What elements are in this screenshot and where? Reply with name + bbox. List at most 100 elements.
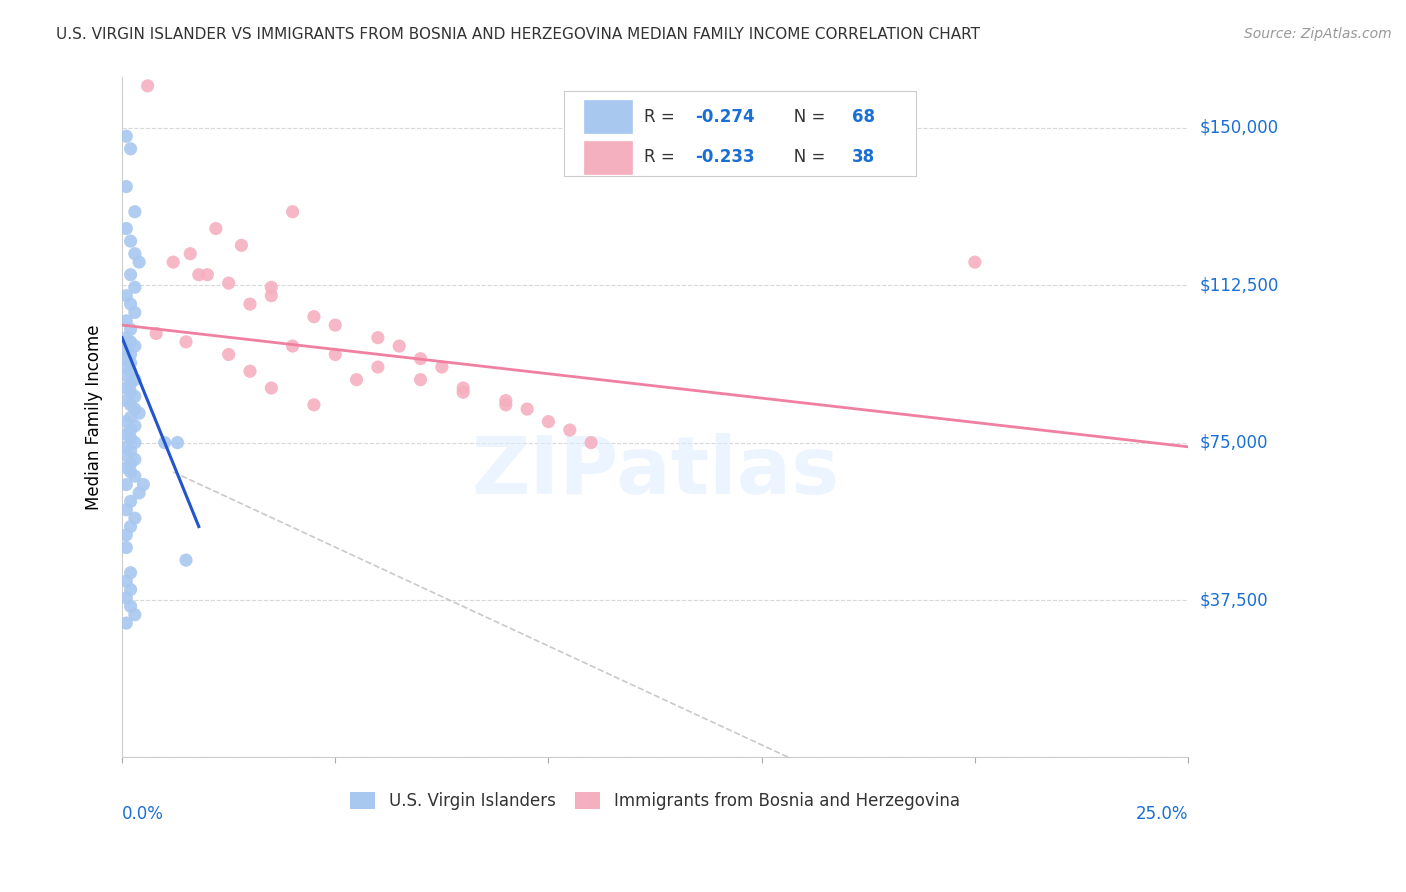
Point bbox=[115, 591, 138, 605]
Point bbox=[120, 444, 142, 458]
Point bbox=[115, 368, 138, 383]
Point bbox=[174, 553, 197, 567]
Point bbox=[124, 280, 146, 294]
Text: 68: 68 bbox=[852, 108, 876, 126]
Point bbox=[495, 398, 517, 412]
Point bbox=[120, 465, 142, 479]
Point bbox=[115, 351, 138, 366]
Point bbox=[153, 435, 176, 450]
Text: -0.233: -0.233 bbox=[696, 148, 755, 166]
Point bbox=[115, 129, 138, 144]
Point bbox=[120, 410, 142, 425]
Point bbox=[120, 398, 142, 412]
Point bbox=[537, 415, 560, 429]
Text: N =: N = bbox=[778, 148, 831, 166]
Point bbox=[120, 431, 142, 445]
Point bbox=[124, 339, 146, 353]
Point bbox=[120, 364, 142, 378]
Point bbox=[124, 389, 146, 403]
Legend: U.S. Virgin Islanders, Immigrants from Bosnia and Herzegovina: U.S. Virgin Islanders, Immigrants from B… bbox=[343, 786, 966, 817]
Point bbox=[120, 494, 142, 508]
Point bbox=[115, 393, 138, 408]
Text: R =: R = bbox=[644, 148, 681, 166]
Point bbox=[963, 255, 986, 269]
Point bbox=[124, 511, 146, 525]
Text: 0.0%: 0.0% bbox=[122, 805, 165, 823]
Point bbox=[128, 486, 150, 500]
Point bbox=[115, 427, 138, 442]
Point bbox=[239, 297, 262, 311]
Point bbox=[187, 268, 209, 282]
Point bbox=[120, 142, 142, 156]
Point bbox=[451, 381, 474, 395]
Text: -0.274: -0.274 bbox=[696, 108, 755, 126]
Point bbox=[218, 347, 240, 361]
Point bbox=[302, 398, 325, 412]
Point bbox=[145, 326, 167, 341]
Point bbox=[388, 339, 411, 353]
Point bbox=[115, 616, 138, 631]
Point bbox=[115, 415, 138, 429]
Text: $112,500: $112,500 bbox=[1199, 277, 1278, 294]
Point bbox=[302, 310, 325, 324]
Point bbox=[124, 305, 146, 319]
Text: N =: N = bbox=[778, 108, 831, 126]
Point bbox=[120, 322, 142, 336]
Y-axis label: Median Family Income: Median Family Income bbox=[86, 325, 103, 510]
Point bbox=[195, 268, 218, 282]
Point bbox=[205, 221, 228, 235]
Point bbox=[115, 460, 138, 475]
Point bbox=[120, 385, 142, 400]
Point bbox=[323, 318, 346, 332]
Point bbox=[115, 440, 138, 454]
Point bbox=[495, 393, 517, 408]
Text: $150,000: $150,000 bbox=[1199, 119, 1278, 136]
Point bbox=[132, 477, 155, 491]
Point bbox=[120, 519, 142, 533]
Point bbox=[124, 402, 146, 417]
Point bbox=[115, 477, 138, 491]
Point bbox=[115, 448, 138, 462]
FancyBboxPatch shape bbox=[564, 91, 917, 176]
Point bbox=[124, 373, 146, 387]
Point bbox=[174, 334, 197, 349]
Point bbox=[430, 359, 453, 374]
Point bbox=[409, 373, 432, 387]
Point bbox=[124, 607, 146, 622]
Point bbox=[218, 276, 240, 290]
Point bbox=[558, 423, 581, 437]
Point bbox=[120, 297, 142, 311]
Point bbox=[120, 376, 142, 391]
Point bbox=[120, 334, 142, 349]
Text: ZIPatlas: ZIPatlas bbox=[471, 433, 839, 511]
Point bbox=[115, 289, 138, 303]
Point bbox=[120, 599, 142, 614]
Point bbox=[120, 234, 142, 248]
Point bbox=[115, 381, 138, 395]
Point bbox=[281, 339, 304, 353]
Point bbox=[120, 566, 142, 580]
Point bbox=[115, 221, 138, 235]
Point bbox=[179, 246, 201, 260]
FancyBboxPatch shape bbox=[583, 100, 631, 133]
Point bbox=[120, 356, 142, 370]
Point bbox=[115, 331, 138, 345]
Text: R =: R = bbox=[644, 108, 681, 126]
Point bbox=[120, 268, 142, 282]
Point bbox=[124, 435, 146, 450]
Point bbox=[239, 364, 262, 378]
Point bbox=[124, 452, 146, 467]
Text: $75,000: $75,000 bbox=[1199, 434, 1268, 451]
Point bbox=[162, 255, 184, 269]
Point bbox=[409, 351, 432, 366]
Point bbox=[124, 204, 146, 219]
Point bbox=[323, 347, 346, 361]
Point bbox=[120, 347, 142, 361]
Point bbox=[136, 78, 159, 93]
Point bbox=[281, 204, 304, 219]
Point bbox=[115, 343, 138, 358]
Point bbox=[115, 541, 138, 555]
Point bbox=[260, 280, 283, 294]
Point bbox=[124, 418, 146, 433]
Point bbox=[124, 469, 146, 483]
